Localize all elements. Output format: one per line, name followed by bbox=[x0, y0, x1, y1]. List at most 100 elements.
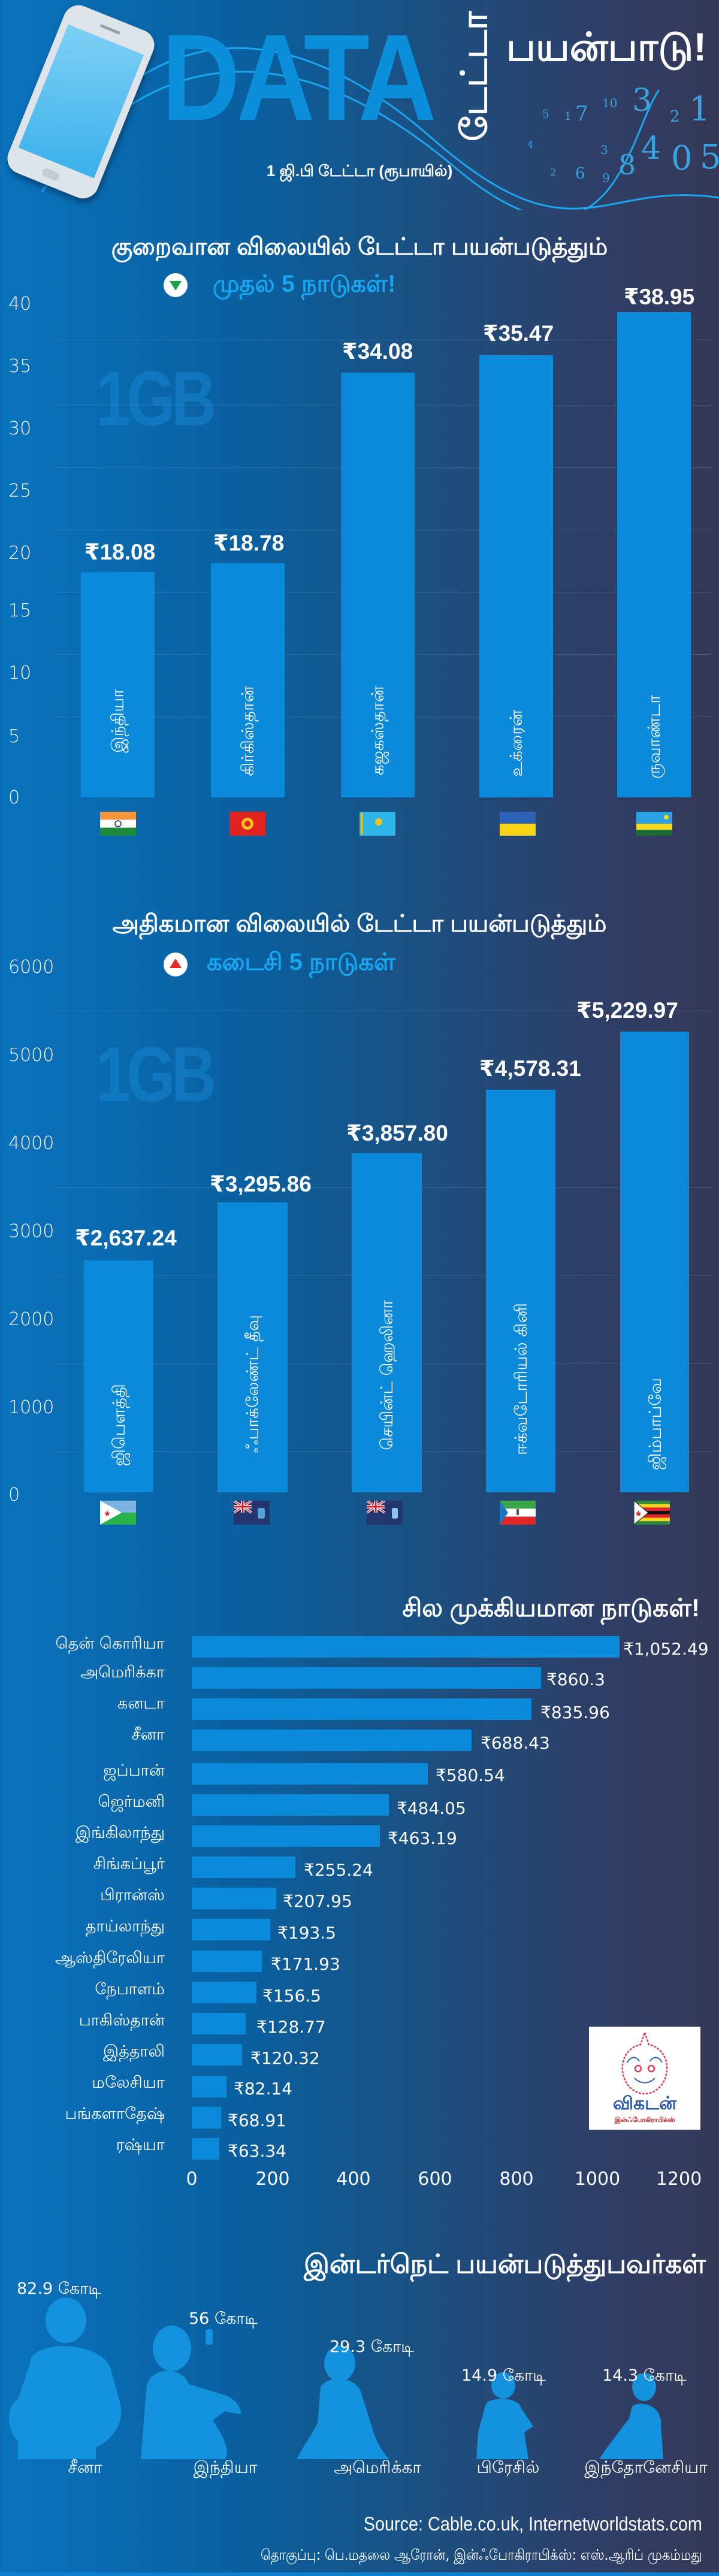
decor-number: 2 bbox=[670, 108, 680, 126]
data-tamil-vertical: டேட்டா bbox=[454, 11, 494, 141]
bar-zimbabwe bbox=[620, 1032, 689, 1492]
credit-note: தொகுப்பு: பெ.மதலை ஆரோன், இன்ஃபோகிராபிக்ஸ… bbox=[261, 2546, 702, 2563]
users-country: பிரேசில் bbox=[476, 2457, 540, 2477]
hbar-bangladesh bbox=[192, 2107, 221, 2128]
country-name: செயின்ட் ஹெலினா bbox=[377, 1300, 397, 1450]
y-tick: 35 bbox=[8, 356, 32, 377]
y-tick: 25 bbox=[8, 480, 32, 501]
person-silhouette-usa-icon bbox=[297, 2345, 389, 2459]
hbar-russia bbox=[192, 2138, 219, 2160]
decor-number: 7 bbox=[575, 102, 588, 126]
value-label: ₹35.47 bbox=[482, 321, 554, 346]
country-name: ஃபாக்லேண்ட் தீவு bbox=[243, 1315, 262, 1453]
flag-kazakhstan-icon bbox=[360, 812, 395, 836]
y-tick: 1000 bbox=[8, 1397, 55, 1418]
logo-tag: இன்ஃபோகிராபிக்ஸ் bbox=[614, 2117, 675, 2124]
bar-india bbox=[81, 572, 155, 797]
country-name: ஈக்வடோரியல் கினி bbox=[511, 1303, 531, 1455]
decor-number: 6 bbox=[575, 165, 585, 183]
value-label: ₹5,229.97 bbox=[576, 998, 678, 1023]
flag-kyrgyzstan-icon bbox=[229, 812, 265, 836]
value-label: ₹82.14 bbox=[234, 2079, 292, 2099]
value-label: ₹38.95 bbox=[623, 285, 695, 309]
hbar-england bbox=[192, 1825, 380, 1847]
bar-ukraine bbox=[479, 355, 553, 797]
flag-ukraine-icon bbox=[500, 812, 536, 836]
y-tick: 30 bbox=[8, 418, 32, 439]
hbar-china bbox=[192, 1730, 472, 1751]
users-value: 14.3 கோடி bbox=[602, 2366, 687, 2385]
x-tick: 1200 bbox=[655, 2169, 702, 2190]
country-name: நேபாளம் bbox=[95, 1980, 165, 1998]
hbar-pakistan bbox=[192, 2013, 246, 2034]
x-tick: 600 bbox=[418, 2169, 452, 2190]
x-tick: 200 bbox=[255, 2169, 290, 2190]
person-silhouette-indonesia-icon bbox=[599, 2374, 663, 2459]
y-tick: 0 bbox=[8, 787, 20, 808]
value-label: ₹1,052.49 bbox=[623, 1639, 709, 1659]
vikatan-mascot-icon bbox=[621, 2031, 668, 2095]
decor-number: 9 bbox=[602, 171, 610, 185]
users-country: இந்தோனேசியா bbox=[584, 2457, 708, 2477]
users-country: இந்தியா bbox=[193, 2457, 258, 2477]
bar-rwanda bbox=[617, 312, 691, 797]
cheapest-subtitle: முதல் 5 நாடுகள்! bbox=[213, 271, 396, 297]
person-silhouette-brazil-icon bbox=[476, 2372, 533, 2459]
value-label: ₹688.43 bbox=[481, 1733, 550, 1753]
cheapest-title: குறைவான விலையில் டேட்டா பயன்படுத்தும் bbox=[111, 234, 608, 260]
value-label: ₹193.5 bbox=[277, 1923, 336, 1943]
value-label: ₹207.95 bbox=[283, 1891, 352, 1911]
value-label: ₹18.78 bbox=[213, 531, 285, 555]
green-down-marker-icon bbox=[164, 273, 188, 297]
country-name: ஆஸ்திரேலியா bbox=[55, 1949, 165, 1967]
hbar-italy bbox=[192, 2044, 242, 2066]
country-name: பாகிஸ்தான் bbox=[78, 2011, 165, 2030]
hbar-france bbox=[192, 1888, 276, 1909]
decor-number: 3 bbox=[632, 83, 652, 119]
hbar-canada bbox=[192, 1698, 531, 1720]
country-name: இந்தியா bbox=[108, 689, 128, 753]
header-banner: DATA டேட்டா பயன்பாடு! 3 10 7 5 1 2 1 4 3… bbox=[0, 0, 719, 210]
hbar-japan bbox=[192, 1763, 428, 1785]
person-silhouette-india-icon bbox=[141, 2326, 241, 2459]
country-name: இத்தாலி bbox=[102, 2042, 165, 2061]
users-value: 29.3 கோடி bbox=[330, 2338, 414, 2356]
value-label: ₹835.96 bbox=[540, 1703, 610, 1722]
y-tick: 5 bbox=[8, 726, 20, 747]
flag-rwanda-icon bbox=[636, 812, 672, 836]
country-name: கிர்கிஸ்தான் bbox=[238, 686, 258, 776]
value-label: ₹3,857.80 bbox=[346, 1121, 448, 1145]
x-tick: 1000 bbox=[574, 2169, 621, 2190]
y-tick: 15 bbox=[8, 600, 32, 621]
expensive-subtitle: கடைசி 5 நாடுகள் bbox=[207, 949, 396, 975]
decor-number: 3 bbox=[600, 143, 608, 157]
important-title: சில முக்கியமான நாடுகள்! bbox=[402, 1594, 700, 1622]
flag-zimbabwe-icon bbox=[634, 1501, 670, 1525]
country-name: உக்ரைன் bbox=[506, 710, 526, 777]
value-label: ₹128.77 bbox=[256, 2017, 326, 2037]
value-label: ₹63.34 bbox=[228, 2141, 286, 2161]
value-label: ₹2,637.24 bbox=[75, 1226, 177, 1250]
decor-number: 1 bbox=[689, 90, 711, 129]
wave-decoration bbox=[41, 47, 719, 210]
value-label: ₹120.32 bbox=[250, 2048, 320, 2068]
country-name: ஜிம்பாப்வே bbox=[645, 1378, 665, 1470]
source-note: Source: Cable.co.uk, Internetworldstats.… bbox=[363, 2513, 702, 2535]
country-name: தாய்லாந்து bbox=[85, 1917, 165, 1936]
y-tick: 4000 bbox=[8, 1133, 55, 1154]
bar-falkland-islands bbox=[217, 1202, 288, 1492]
logo-brand: விகடன் bbox=[612, 2094, 677, 2114]
y-tick: 40 bbox=[8, 294, 32, 315]
decor-number: 5 bbox=[542, 108, 549, 120]
page-title: பயன்பாடு! bbox=[506, 25, 707, 69]
hbar-australia bbox=[192, 1951, 262, 1972]
hbar-thailand bbox=[192, 1919, 270, 1940]
x-tick: 800 bbox=[499, 2169, 534, 2190]
country-name: கனடா bbox=[117, 1694, 165, 1713]
value-label: ₹860.3 bbox=[546, 1670, 605, 1689]
value-label: ₹18.08 bbox=[84, 540, 156, 564]
users-country: சீனா bbox=[68, 2457, 102, 2477]
decor-number: 5 bbox=[700, 138, 719, 177]
decor-number: 0 bbox=[671, 139, 693, 178]
flag-djibouti-icon bbox=[100, 1501, 136, 1525]
